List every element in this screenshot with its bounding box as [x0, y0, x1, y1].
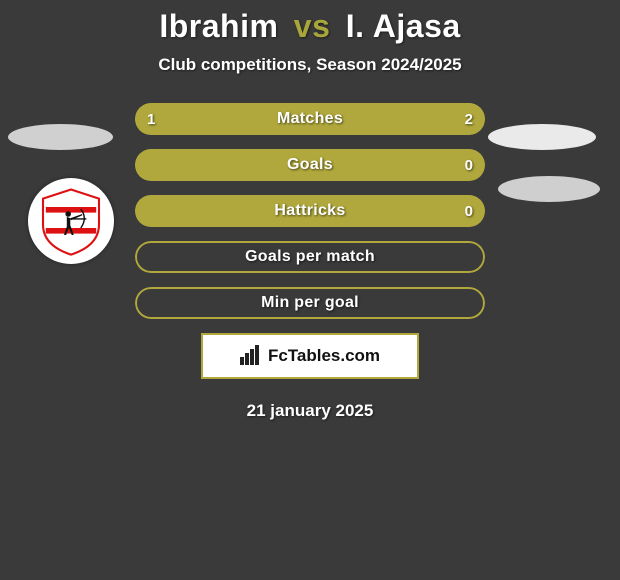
stat-bars-area: Matches12Goals0Hattricks0Goals per match… — [135, 103, 485, 319]
branding-text: FcTables.com — [268, 346, 380, 366]
vs-label: vs — [288, 8, 337, 44]
stat-label: Goals — [135, 149, 485, 181]
player1-name: Ibrahim — [159, 8, 278, 44]
team-ellipse-right-2 — [498, 176, 600, 202]
zamalek-crest-icon — [36, 186, 106, 256]
subtitle: Club competitions, Season 2024/2025 — [0, 55, 620, 75]
player2-name: I. Ajasa — [346, 8, 461, 44]
stat-value-left: 1 — [147, 103, 155, 135]
bar-chart-icon — [240, 345, 262, 367]
stat-value-right: 0 — [465, 195, 473, 227]
branding-box: FcTables.com — [201, 333, 419, 379]
stat-value-right: 2 — [465, 103, 473, 135]
stat-row: Matches1 2 — [135, 103, 485, 135]
team-ellipse-left-1 — [8, 124, 113, 150]
stat-label: Hattricks — [135, 195, 485, 227]
date-line: 21 january 2025 — [0, 401, 620, 421]
stat-label: Matches — [135, 103, 485, 135]
stat-label: Min per goal — [135, 287, 485, 319]
stat-row: Goals0 — [135, 149, 485, 181]
comparison-title: Ibrahim vs I. Ajasa — [0, 0, 620, 45]
stat-value-right: 0 — [465, 149, 473, 181]
stat-row: Hattricks0 — [135, 195, 485, 227]
team-ellipse-right-1 — [488, 124, 596, 150]
stat-label: Goals per match — [135, 241, 485, 273]
stat-row: Min per goal — [135, 287, 485, 319]
club-badge-left — [28, 178, 114, 264]
stat-row: Goals per match — [135, 241, 485, 273]
